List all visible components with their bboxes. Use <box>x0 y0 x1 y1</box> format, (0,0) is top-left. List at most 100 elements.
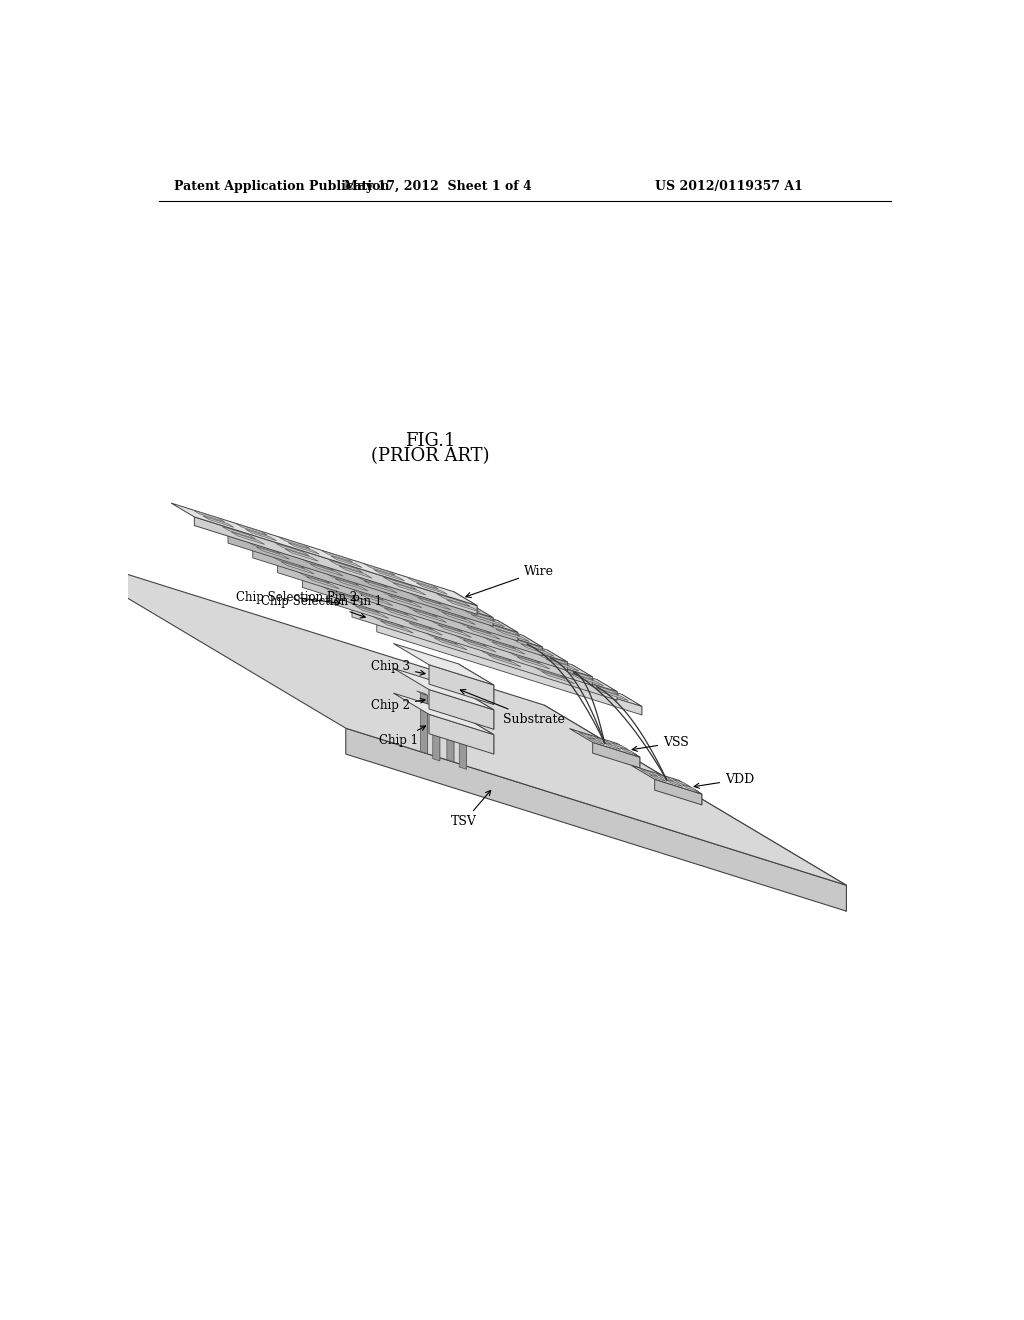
Polygon shape <box>310 564 343 576</box>
Polygon shape <box>616 743 640 768</box>
Polygon shape <box>520 644 554 656</box>
Polygon shape <box>332 597 617 692</box>
Polygon shape <box>228 535 493 626</box>
Polygon shape <box>171 503 477 606</box>
Polygon shape <box>326 573 358 585</box>
Polygon shape <box>388 595 422 607</box>
Polygon shape <box>232 537 518 632</box>
Polygon shape <box>463 640 497 652</box>
Polygon shape <box>547 649 567 671</box>
Polygon shape <box>587 738 604 744</box>
Polygon shape <box>433 701 440 760</box>
Polygon shape <box>467 627 501 639</box>
Polygon shape <box>579 733 596 739</box>
Polygon shape <box>399 618 433 630</box>
Polygon shape <box>302 579 567 671</box>
Polygon shape <box>339 566 372 578</box>
Polygon shape <box>572 665 592 685</box>
Polygon shape <box>364 581 397 593</box>
Polygon shape <box>487 655 521 667</box>
Text: May 17, 2012  Sheet 1 of 4: May 17, 2012 Sheet 1 of 4 <box>344 181 531 194</box>
Polygon shape <box>429 689 494 729</box>
Text: Substrate: Substrate <box>461 689 565 726</box>
Polygon shape <box>456 706 466 711</box>
Polygon shape <box>305 577 339 589</box>
Polygon shape <box>307 582 592 677</box>
Text: VSS: VSS <box>632 737 689 751</box>
Polygon shape <box>473 606 493 626</box>
Polygon shape <box>620 747 637 755</box>
Polygon shape <box>679 780 701 805</box>
Polygon shape <box>429 714 494 754</box>
Polygon shape <box>417 598 451 610</box>
Polygon shape <box>383 577 417 590</box>
Polygon shape <box>331 591 364 603</box>
Polygon shape <box>649 775 667 781</box>
Polygon shape <box>632 766 701 795</box>
Text: (PRIOR ART): (PRIOR ART) <box>371 447 489 466</box>
Polygon shape <box>424 693 427 754</box>
Polygon shape <box>416 583 447 594</box>
Polygon shape <box>656 775 674 781</box>
Polygon shape <box>231 532 265 544</box>
Polygon shape <box>544 705 847 911</box>
Polygon shape <box>257 552 543 647</box>
Polygon shape <box>492 642 525 655</box>
Polygon shape <box>471 614 505 627</box>
Polygon shape <box>603 742 621 750</box>
Polygon shape <box>359 593 393 606</box>
Polygon shape <box>666 779 683 787</box>
Polygon shape <box>516 656 550 669</box>
Polygon shape <box>393 668 494 710</box>
Text: Chip Selection Pin 2: Chip Selection Pin 2 <box>236 591 356 605</box>
Polygon shape <box>654 779 701 805</box>
Polygon shape <box>442 612 475 624</box>
Polygon shape <box>335 578 368 591</box>
Polygon shape <box>537 653 569 665</box>
Polygon shape <box>460 709 466 770</box>
Polygon shape <box>546 659 579 671</box>
Polygon shape <box>673 779 690 787</box>
Polygon shape <box>454 634 486 647</box>
Polygon shape <box>285 549 318 561</box>
Polygon shape <box>641 770 658 776</box>
Polygon shape <box>482 636 516 648</box>
Polygon shape <box>346 601 380 612</box>
Polygon shape <box>433 607 466 619</box>
Polygon shape <box>429 619 462 632</box>
Polygon shape <box>371 615 404 627</box>
Polygon shape <box>44 548 847 886</box>
Polygon shape <box>451 701 454 762</box>
Polygon shape <box>429 665 494 705</box>
Polygon shape <box>421 693 427 754</box>
Polygon shape <box>222 527 255 539</box>
Polygon shape <box>413 610 446 623</box>
Polygon shape <box>392 582 426 595</box>
Polygon shape <box>296 570 330 583</box>
Polygon shape <box>595 688 629 701</box>
Polygon shape <box>532 665 565 678</box>
Polygon shape <box>462 609 496 622</box>
Polygon shape <box>434 638 467 649</box>
Polygon shape <box>586 682 620 696</box>
Polygon shape <box>283 566 567 663</box>
Text: Patent Application Publication: Patent Application Publication <box>174 181 390 194</box>
Polygon shape <box>511 639 545 651</box>
Polygon shape <box>597 680 617 700</box>
Polygon shape <box>443 700 454 704</box>
Polygon shape <box>454 591 477 614</box>
Polygon shape <box>463 709 466 770</box>
Polygon shape <box>203 516 233 528</box>
Polygon shape <box>458 689 494 729</box>
Polygon shape <box>322 550 352 562</box>
Polygon shape <box>346 729 847 911</box>
Polygon shape <box>322 586 354 598</box>
Polygon shape <box>522 635 543 656</box>
Polygon shape <box>288 543 319 554</box>
Text: TSV: TSV <box>451 791 490 829</box>
Polygon shape <box>622 694 642 715</box>
Polygon shape <box>237 524 267 535</box>
Polygon shape <box>496 630 529 642</box>
Text: FIG.1: FIG.1 <box>406 432 456 450</box>
Polygon shape <box>356 611 642 706</box>
